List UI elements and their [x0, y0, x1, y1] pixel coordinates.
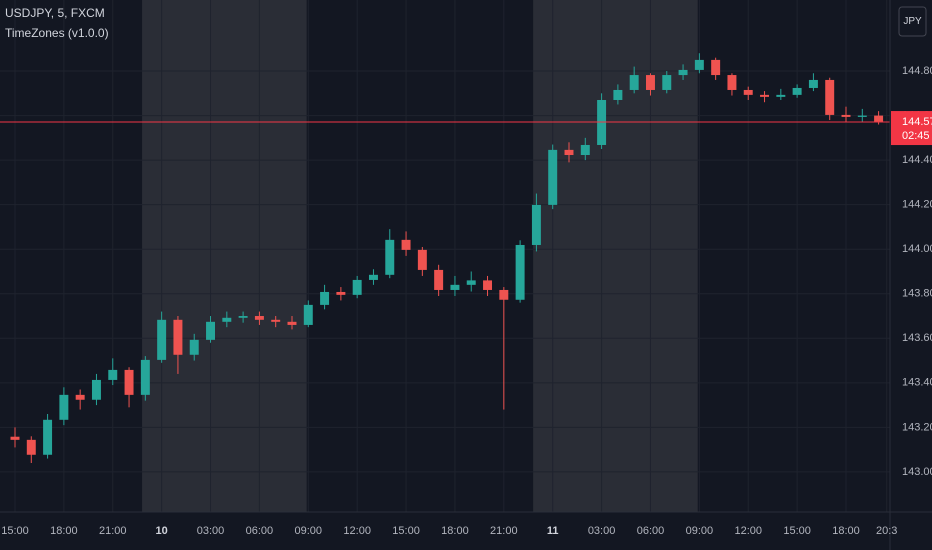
candle-body: [173, 319, 183, 355]
currency-button-label[interactable]: JPY: [903, 16, 922, 27]
candle-body: [26, 439, 36, 455]
x-tick-label: 15:00: [1, 525, 29, 537]
candles-layer: [0, 53, 890, 464]
candle-body: [466, 280, 476, 285]
candle-body: [841, 114, 851, 117]
candle-body: [352, 279, 362, 295]
x-tick-label: 21:00: [490, 525, 518, 537]
candle-body: [694, 59, 704, 70]
y-tick-label: 143.400: [902, 377, 932, 389]
x-tick-label: 18:00: [832, 525, 860, 537]
candle-body: [515, 244, 525, 300]
candle-body: [238, 316, 248, 318]
candle-body: [727, 75, 737, 90]
candle-body: [287, 321, 297, 325]
x-tick-label: 12:00: [343, 525, 371, 537]
candle-body: [678, 69, 688, 76]
candle-body: [874, 115, 884, 123]
grid-layer: [0, 0, 890, 512]
candle-body: [613, 89, 623, 100]
last-price-label: 144.571: [902, 116, 932, 128]
candle-body: [531, 204, 541, 245]
candle-body: [10, 436, 20, 440]
candle-body: [483, 280, 493, 290]
candle-body: [743, 89, 753, 95]
x-tick-label: 09:00: [295, 525, 323, 537]
candle-body: [450, 284, 460, 290]
candle-body: [43, 419, 53, 455]
candle-body: [417, 249, 427, 270]
time-zone: [533, 0, 698, 512]
candle-body: [75, 394, 85, 400]
candle-body: [124, 369, 134, 395]
candle-body: [320, 291, 330, 305]
x-tick-label: 03:00: [588, 525, 616, 537]
candle-body: [157, 319, 167, 360]
candle-body: [662, 75, 672, 90]
candle-body: [645, 75, 655, 90]
candle-body: [857, 115, 867, 117]
symbol-title: USDJPY, 5, FXCM: [5, 6, 105, 20]
x-tick-label: 03:00: [197, 525, 225, 537]
y-tick-label: 143.800: [902, 288, 932, 300]
candle-body: [59, 394, 69, 420]
candle-body: [91, 379, 101, 400]
candle-body: [825, 79, 835, 115]
countdown-label: 02:45: [902, 130, 930, 142]
currency-button[interactable]: [898, 6, 927, 37]
x-tick-label: 21:00: [99, 525, 127, 537]
y-tick-label: 144.800: [902, 65, 932, 77]
candle-body: [254, 316, 264, 320]
candle-body: [189, 339, 199, 355]
candle-body: [271, 319, 281, 322]
x-tick-label: 20:3: [876, 525, 897, 537]
candle-body: [792, 87, 802, 95]
y-tick-label: 144.400: [902, 154, 932, 166]
indicator-title: TimeZones (v1.0.0): [5, 26, 109, 40]
y-tick-label: 143.600: [902, 332, 932, 344]
candle-body: [140, 359, 150, 395]
x-tick-label: 15:00: [783, 525, 811, 537]
candle-body: [580, 144, 590, 156]
x-tick-label: 18:00: [50, 525, 78, 537]
x-tick-label: 10: [156, 525, 168, 537]
x-tick-label: 18:00: [441, 525, 469, 537]
x-tick-label: 12:00: [734, 525, 762, 537]
last-price-box: [891, 111, 932, 146]
x-tick-label: 15:00: [392, 525, 420, 537]
candle-body: [108, 369, 118, 380]
candle-body: [222, 317, 232, 322]
candle-body: [564, 149, 574, 156]
candle-body: [385, 239, 395, 275]
candle-body: [303, 304, 313, 325]
x-tick-label: 06:00: [637, 525, 665, 537]
x-tick-label: 11: [547, 525, 559, 537]
candle-body: [336, 291, 346, 295]
x-tick-label: 09:00: [686, 525, 714, 537]
candle-body: [368, 274, 378, 280]
candle-body: [548, 149, 558, 205]
candle-body: [711, 59, 721, 76]
y-tick-label: 144.000: [902, 243, 932, 255]
candle-body: [776, 94, 786, 97]
candle-body: [401, 239, 411, 250]
candle-body: [760, 94, 770, 97]
candle-body: [629, 75, 639, 90]
candle-body: [499, 289, 509, 300]
candle-body: [434, 269, 444, 290]
axes-layer: 143.000 143.200 143.400 143.600 143.800 144.0…: [1, 65, 932, 537]
y-tick-label: 143.200: [902, 421, 932, 433]
y-tick-label: 144.200: [902, 199, 932, 211]
time-zone: [142, 0, 307, 512]
candle-body: [206, 321, 216, 340]
y-tick-label: 143.000: [902, 466, 932, 478]
candle-body: [808, 79, 818, 88]
x-tick-label: 06:00: [246, 525, 274, 537]
